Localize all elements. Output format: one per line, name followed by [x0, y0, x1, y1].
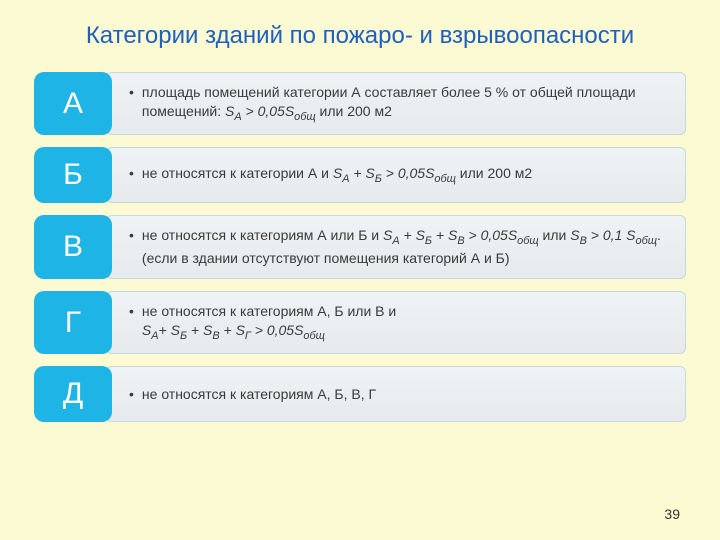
category-row: Г не относятся к категориям А, Б или В и… [34, 291, 686, 354]
category-desc: не относятся к категории А и SА + SБ > 0… [106, 147, 686, 203]
category-text: не относятся к категориям А, Б или В иSА… [142, 302, 396, 343]
category-row: В не относятся к категориям А или Б и SА… [34, 215, 686, 278]
category-text: площадь помещений категории А составляет… [142, 83, 671, 124]
category-text: не относятся к категории А и SА + SБ > 0… [142, 164, 532, 187]
category-badge-a: А [34, 72, 112, 135]
category-badge-v: В [34, 215, 112, 278]
category-badge-d: Д [34, 366, 112, 422]
category-badge-g: Г [34, 291, 112, 354]
page-number: 39 [664, 506, 680, 522]
category-text: не относятся к категориям А, Б, В, Г [142, 385, 376, 404]
category-row: Д не относятся к категориям А, Б, В, Г [34, 366, 686, 422]
category-desc: не относятся к категориям А, Б, В, Г [106, 366, 686, 422]
category-desc: не относятся к категориям А или Б и SА +… [106, 215, 686, 278]
page-title: Категории зданий по пожаро- и взрывоопас… [0, 0, 720, 50]
category-row: А площадь помещений категории А составля… [34, 72, 686, 135]
category-badge-b: Б [34, 147, 112, 203]
category-list: А площадь помещений категории А составля… [34, 72, 686, 422]
category-row: Б не относятся к категории А и SА + SБ >… [34, 147, 686, 203]
category-text: не относятся к категориям А или Б и SА +… [142, 226, 671, 267]
category-desc: не относятся к категориям А, Б или В иSА… [106, 291, 686, 354]
category-desc: площадь помещений категории А составляет… [106, 72, 686, 135]
